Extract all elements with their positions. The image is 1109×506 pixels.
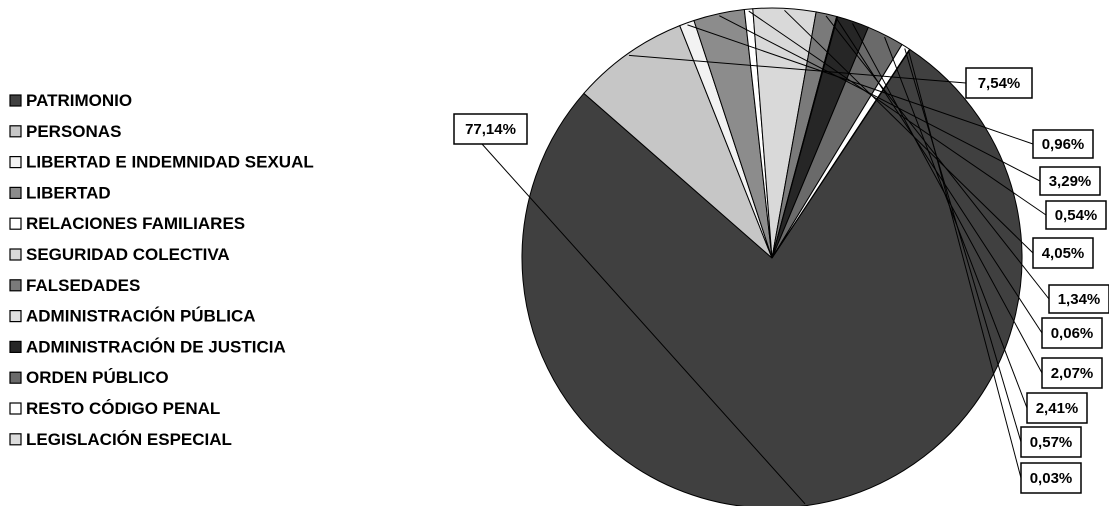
data-label-administracion-publica: 0,06% (1051, 325, 1094, 342)
data-label-box-patrimonio (453, 113, 528, 145)
legend-swatch-administracion-publica (9, 310, 22, 323)
legend: PATRIMONIO PERSONAS LIBERTAD E INDEMNIDAD … (9, 91, 314, 449)
data-label-legislacion-especial: 0,03% (1030, 470, 1073, 487)
legend-label-resto-codigo-penal: RESTO CÓDIGO PENAL (26, 399, 220, 418)
data-label-box-libertad-e-indemnidad-sexual (1032, 129, 1094, 159)
legend-label-seguridad-colectiva: SEGURIDAD COLECTIVA (26, 245, 230, 264)
leader-line-relaciones-familiares (748, 10, 1047, 216)
data-label-box-administracion-publica (1041, 317, 1103, 349)
legend-label-personas: PERSONAS (26, 122, 121, 141)
legend-label-legislacion-especial: LEGISLACIÓN ESPECIAL (26, 430, 232, 449)
data-label-box-libertad (1039, 166, 1101, 196)
data-label-relaciones-familiares: 0,54% (1055, 207, 1098, 224)
pie-slice-legislacion-especial (771, 48, 911, 259)
data-label-resto-codigo-penal: 0,57% (1030, 434, 1073, 451)
legend-swatch-patrimonio (9, 94, 22, 107)
legend-swatch-orden-publico (9, 371, 22, 384)
legend-swatch-resto-codigo-penal (9, 402, 22, 415)
legend-swatch-administracion-de-justicia (9, 340, 22, 353)
leader-line-falsedades (825, 15, 1050, 300)
legend-label-falsedades: FALSEDADES (26, 276, 140, 295)
legend-swatch-libertad (9, 186, 22, 199)
leader-line-patrimonio (481, 143, 806, 505)
data-label-patrimonio: 77,14% (465, 121, 516, 138)
legend-label-administracion-de-justicia: ADMINISTRACIÓN DE JUSTICIA (26, 337, 286, 356)
leader-line-libertad (719, 15, 1041, 182)
legend-swatch-libertad-e-indemnidad-sexual (9, 156, 22, 169)
data-label-box-legislacion-especial (1020, 462, 1082, 494)
leader-line-legislacion-especial (908, 50, 1022, 479)
data-label-orden-publico: 2,41% (1036, 400, 1079, 417)
leader-line-seguridad-colectiva (784, 9, 1034, 254)
data-label-falsedades: 1,34% (1058, 291, 1101, 308)
legend-swatch-relaciones-familiares (9, 217, 22, 230)
legend-label-relaciones-familiares: RELACIONES FAMILIARES (26, 214, 245, 233)
legend-label-administracion-publica: ADMINISTRACIÓN PÚBLICA (26, 307, 256, 326)
legend-label-patrimonio: PATRIMONIO (26, 91, 132, 110)
data-label-box-resto-codigo-penal (1020, 426, 1082, 458)
legend-label-libertad: LIBERTAD (26, 183, 111, 202)
data-label-box-falsedades (1048, 284, 1109, 314)
data-labels: 77,14% 7,54% 0,96% 3,29% 0,54% 4,05% 1,34% 0,06… (453, 67, 1109, 494)
data-label-box-orden-publico (1026, 392, 1088, 424)
legend-label-libertad-e-indemnidad-sexual: LIBERTAD E INDEMNIDAD SEXUAL (26, 153, 314, 172)
legend-label-orden-publico: ORDEN PÚBLICO (26, 368, 169, 387)
data-label-box-seguridad-colectiva (1032, 237, 1094, 269)
data-label-libertad-e-indemnidad-sexual: 0,96% (1042, 136, 1085, 153)
data-label-seguridad-colectiva: 4,05% (1042, 245, 1085, 262)
legend-swatch-personas (9, 125, 22, 138)
data-label-personas: 7,54% (978, 75, 1021, 92)
data-label-administracion-de-justicia: 2,07% (1051, 365, 1094, 382)
leader-line-personas (628, 54, 967, 84)
leader-line-administracion-publica (836, 18, 1043, 334)
label-leader-lines (481, 9, 1050, 505)
legend-swatch-falsedades (9, 279, 22, 292)
pie-slice-personas (583, 25, 773, 259)
data-label-libertad: 3,29% (1049, 173, 1092, 190)
legend-swatch-legislacion-especial (9, 433, 22, 446)
data-label-box-personas (965, 67, 1033, 99)
data-label-box-administracion-de-justicia (1041, 357, 1103, 389)
leader-line-resto-codigo-penal (904, 48, 1022, 443)
pie-slices (521, 7, 1023, 506)
legend-swatch-seguridad-colectiva (9, 248, 22, 261)
data-label-box-relaciones-familiares (1045, 200, 1107, 230)
